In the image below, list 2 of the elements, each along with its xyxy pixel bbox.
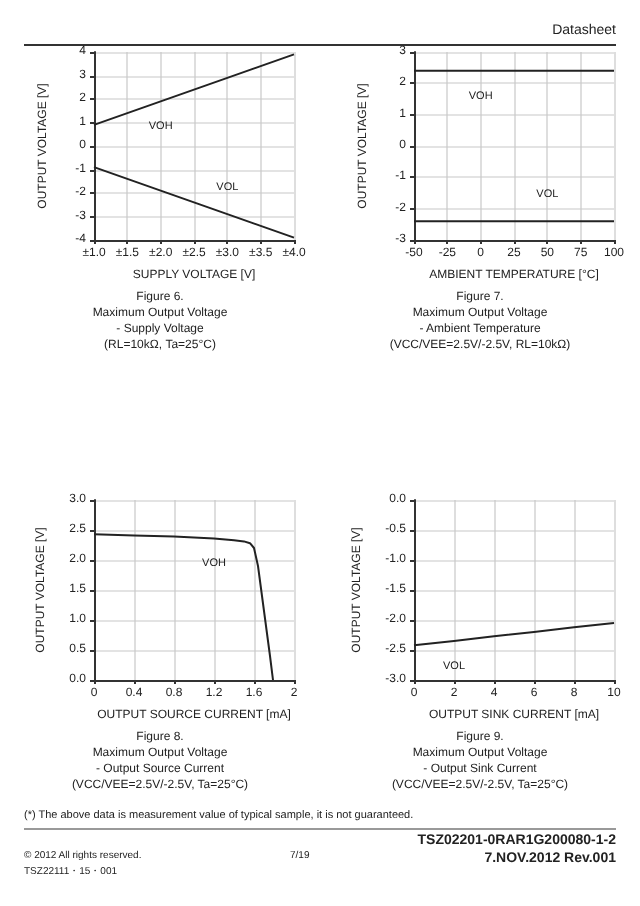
line-series [413, 622, 615, 647]
line-series [93, 533, 274, 681]
